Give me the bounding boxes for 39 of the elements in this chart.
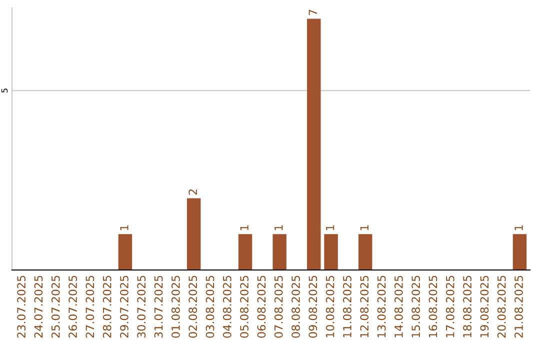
x-tick-label: 01.08.2025 [171,276,180,338]
x-tick-label: 16.08.2025 [428,276,438,338]
x-tick-label: 02.08.2025 [188,276,198,338]
x-tick-label: 18.08.2025 [463,276,472,338]
x-tick-label: 05.08.2025 [240,276,248,338]
x-tick-label: 31.07.2025 [154,276,163,338]
x-tick-label: 06.08.2025 [257,276,266,338]
x-tick-label: 11.08.2025 [343,276,352,338]
x-tick-label: 08.08.2025 [292,276,300,338]
x-tick-label: 04.08.2025 [222,276,232,338]
x-tick-label: 29.07.2025 [120,276,128,338]
x-tick-label: 27.07.2025 [86,276,94,338]
x-tick-label: 30.07.2025 [137,276,146,338]
x-tick-label: 13.08.2025 [377,276,386,338]
x-tick-label: 15.08.2025 [412,276,420,338]
x-tick-label: 09.08.2025 [308,276,318,338]
x-tick-label: 28.07.2025 [102,276,112,338]
x-tick-label: 07.08.2025 [274,276,283,338]
x-tick-label: 12.08.2025 [360,276,369,338]
data-label: 1 [514,225,523,230]
x-tick-label: 03.08.2025 [206,276,214,338]
data-label: 1 [326,225,334,230]
x-tick-label: 10.08.2025 [326,276,334,338]
data-label: 2 [188,189,197,195]
data-label: 1 [360,225,368,230]
x-tick-label: 23.07.2025 [17,276,26,338]
x-tick-label: 24.07.2025 [34,276,43,338]
x-tick-label: 17.08.2025 [446,276,454,338]
data-label: 7 [308,10,317,16]
x-tick-label: 21.08.2025 [514,276,523,338]
x-tick-label: 20.08.2025 [497,276,506,338]
x-tick-label: 14.08.2025 [394,276,403,338]
y-tick-label: 5 [1,88,8,93]
x-tick-label: 25.07.2025 [51,276,60,338]
x-tick-label: 19.08.2025 [480,276,489,338]
data-label: 1 [120,225,128,230]
x-tick-label: 26.07.2025 [68,276,77,338]
data-label: 1 [274,225,283,230]
data-label: 1 [240,225,248,230]
